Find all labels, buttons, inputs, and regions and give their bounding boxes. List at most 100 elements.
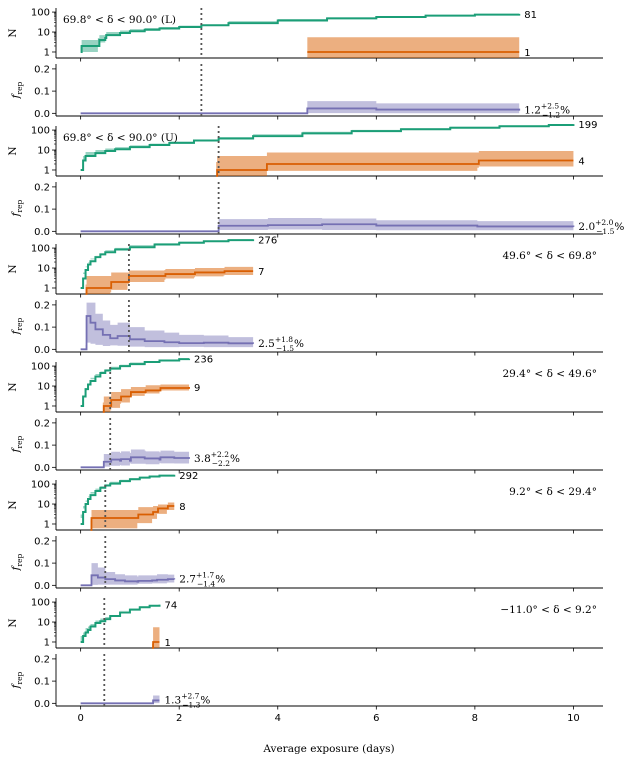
n-axis-label: N	[7, 264, 19, 273]
fraction-plus-err: +1.7	[196, 570, 214, 579]
x-tick-label: 2	[176, 713, 182, 724]
n-tick-label: 100	[31, 362, 50, 373]
fraction-panel-1: 0.2 0.1 0.0 frep 2.0+2.0 −1.5%	[10, 182, 624, 238]
fraction-minus-err: −1.3	[182, 700, 200, 709]
f-tick-label: 0.2	[34, 64, 50, 75]
n-tick-label: 100	[31, 244, 50, 255]
n-tick-label: 100	[31, 8, 50, 19]
count-panel-4: 100 10 1 N 292 8 9.2° < δ < 29.4°	[7, 471, 603, 534]
total-count-band	[80, 358, 190, 406]
n-axis-label: N	[7, 382, 19, 391]
repeater-count-label: 1	[524, 48, 530, 59]
repeater-count-label: 1	[164, 638, 170, 649]
fraction-line	[80, 107, 521, 115]
x-tick-label: 8	[472, 713, 478, 724]
fraction-panel-2: 0.2 0.1 0.0 frep 2.5+1.8 −1.5%	[10, 300, 603, 356]
n-tick-label: 10	[37, 500, 50, 511]
n-tick-label: 1	[44, 47, 50, 58]
fraction-line	[80, 456, 190, 469]
f-tick-label: 0.2	[34, 536, 50, 547]
f-tick-label: 0.0	[34, 581, 50, 592]
f-tick-label: 0.1	[34, 677, 50, 688]
f-tick-label: 0.0	[34, 345, 50, 356]
n-tick-label: 1	[44, 165, 50, 176]
fraction-line	[80, 699, 160, 705]
fraction-band	[80, 302, 254, 350]
f-tick-label: 0.1	[34, 205, 50, 216]
n-axis-label: N	[7, 500, 19, 509]
fraction-plus-err: +2.0	[595, 218, 613, 227]
f-axis-sub: rep	[15, 81, 24, 94]
fraction-unit: %	[215, 573, 225, 585]
n-axis-label: N	[7, 28, 19, 37]
count-panel-2: 100 10 1 N 276 7 49.6° < δ < 69.8°	[7, 235, 603, 298]
total-count-label: 292	[179, 471, 198, 482]
fraction-line	[80, 223, 575, 233]
n-tick-label: 10	[37, 382, 50, 393]
fraction-value-label: 1.2+2.5 −1.2%	[524, 102, 570, 120]
n-tick-label: 10	[37, 28, 50, 39]
fraction-plus-err: +2.7	[181, 691, 199, 700]
fraction-line	[80, 574, 176, 587]
fraction-minus-err: −1.5	[276, 344, 294, 353]
f-axis-label: frep	[10, 199, 24, 217]
f-axis-label: frep	[10, 671, 24, 689]
fraction-value: 2.5	[258, 338, 275, 350]
n-tick-label: 10	[37, 146, 50, 157]
total-count-label: 199	[578, 120, 597, 131]
fraction-unit: %	[230, 453, 240, 465]
fraction-minus-err: −1.5	[596, 227, 614, 236]
f-axis-base: f	[10, 210, 22, 217]
count-panel-5: 100 10 1 N 74 1 −11.0° < δ < 9.2°	[7, 598, 603, 652]
fraction-unit: %	[614, 221, 624, 233]
fraction-plus-err: +2.2	[211, 450, 229, 459]
x-axis-label: Average exposure (days)	[262, 743, 394, 755]
fraction-minus-err: −1.2	[542, 111, 560, 120]
f-axis-sub: rep	[15, 317, 24, 330]
f-tick-label: 0.0	[34, 699, 50, 710]
total-count-line	[80, 604, 161, 643]
fraction-band	[80, 449, 190, 468]
n-axis-label: N	[7, 146, 19, 155]
repeater-count-line	[85, 270, 254, 295]
n-tick-label: 10	[37, 264, 50, 275]
repeater-count-band	[90, 502, 175, 530]
fraction-unit: %	[200, 694, 210, 706]
f-axis-label: frep	[10, 435, 24, 453]
declination-band-label: 49.6° < δ < 69.8°	[502, 250, 597, 262]
n-axis-label: N	[7, 618, 19, 627]
f-tick-label: 0.0	[34, 227, 50, 238]
fraction-band	[80, 563, 175, 586]
count-panel-3: 100 10 1 N 236 9 29.4° < δ < 49.6°	[7, 355, 603, 416]
fraction-value-label: 1.3+2.7 −1.3%	[164, 691, 210, 709]
n-tick-label: 1	[44, 401, 50, 412]
declination-band-label: 9.2° < δ < 29.4°	[509, 486, 597, 498]
count-panel-0: 100 10 1 N 81 1 69.8° < δ < 90.0° (L)	[7, 8, 603, 62]
repeater-count-label: 8	[179, 502, 185, 513]
fraction-panel-3: 0.2 0.1 0.0 frep 3.8+2.2 −2.2%	[10, 418, 603, 474]
fraction-value-label: 3.8+2.2 −2.2%	[194, 450, 240, 468]
f-tick-label: 0.1	[34, 87, 50, 98]
f-tick-label: 0.1	[34, 559, 50, 570]
f-axis-base: f	[10, 446, 22, 453]
total-count-label: 236	[194, 355, 213, 366]
f-axis-label: frep	[10, 317, 24, 335]
f-axis-sub: rep	[15, 553, 24, 566]
repeater-count-label: 7	[258, 267, 264, 278]
n-tick-label: 1	[44, 283, 50, 294]
f-tick-label: 0.2	[34, 418, 50, 429]
count-panel-1: 100 10 1 N 199 4 69.8° < δ < 90.0° (U)	[7, 120, 603, 180]
f-axis-sub: rep	[15, 435, 24, 448]
declination-band-label: 29.4° < δ < 49.6°	[502, 368, 597, 380]
total-count-line	[80, 239, 255, 289]
fraction-plus-err: +2.5	[541, 102, 559, 111]
fraction-band	[80, 101, 520, 114]
f-axis-label: frep	[10, 553, 24, 571]
total-count-line	[80, 13, 521, 53]
f-tick-label: 0.0	[34, 109, 50, 120]
x-tick-label: 0	[77, 713, 83, 724]
total-count-band	[80, 603, 160, 642]
fraction-panel-0: 0.2 0.1 0.0 frep 1.2+2.5 −1.2%	[10, 64, 603, 120]
fraction-value-label: 2.5+1.8 −1.5%	[258, 335, 304, 353]
n-tick-label: 100	[31, 480, 50, 491]
